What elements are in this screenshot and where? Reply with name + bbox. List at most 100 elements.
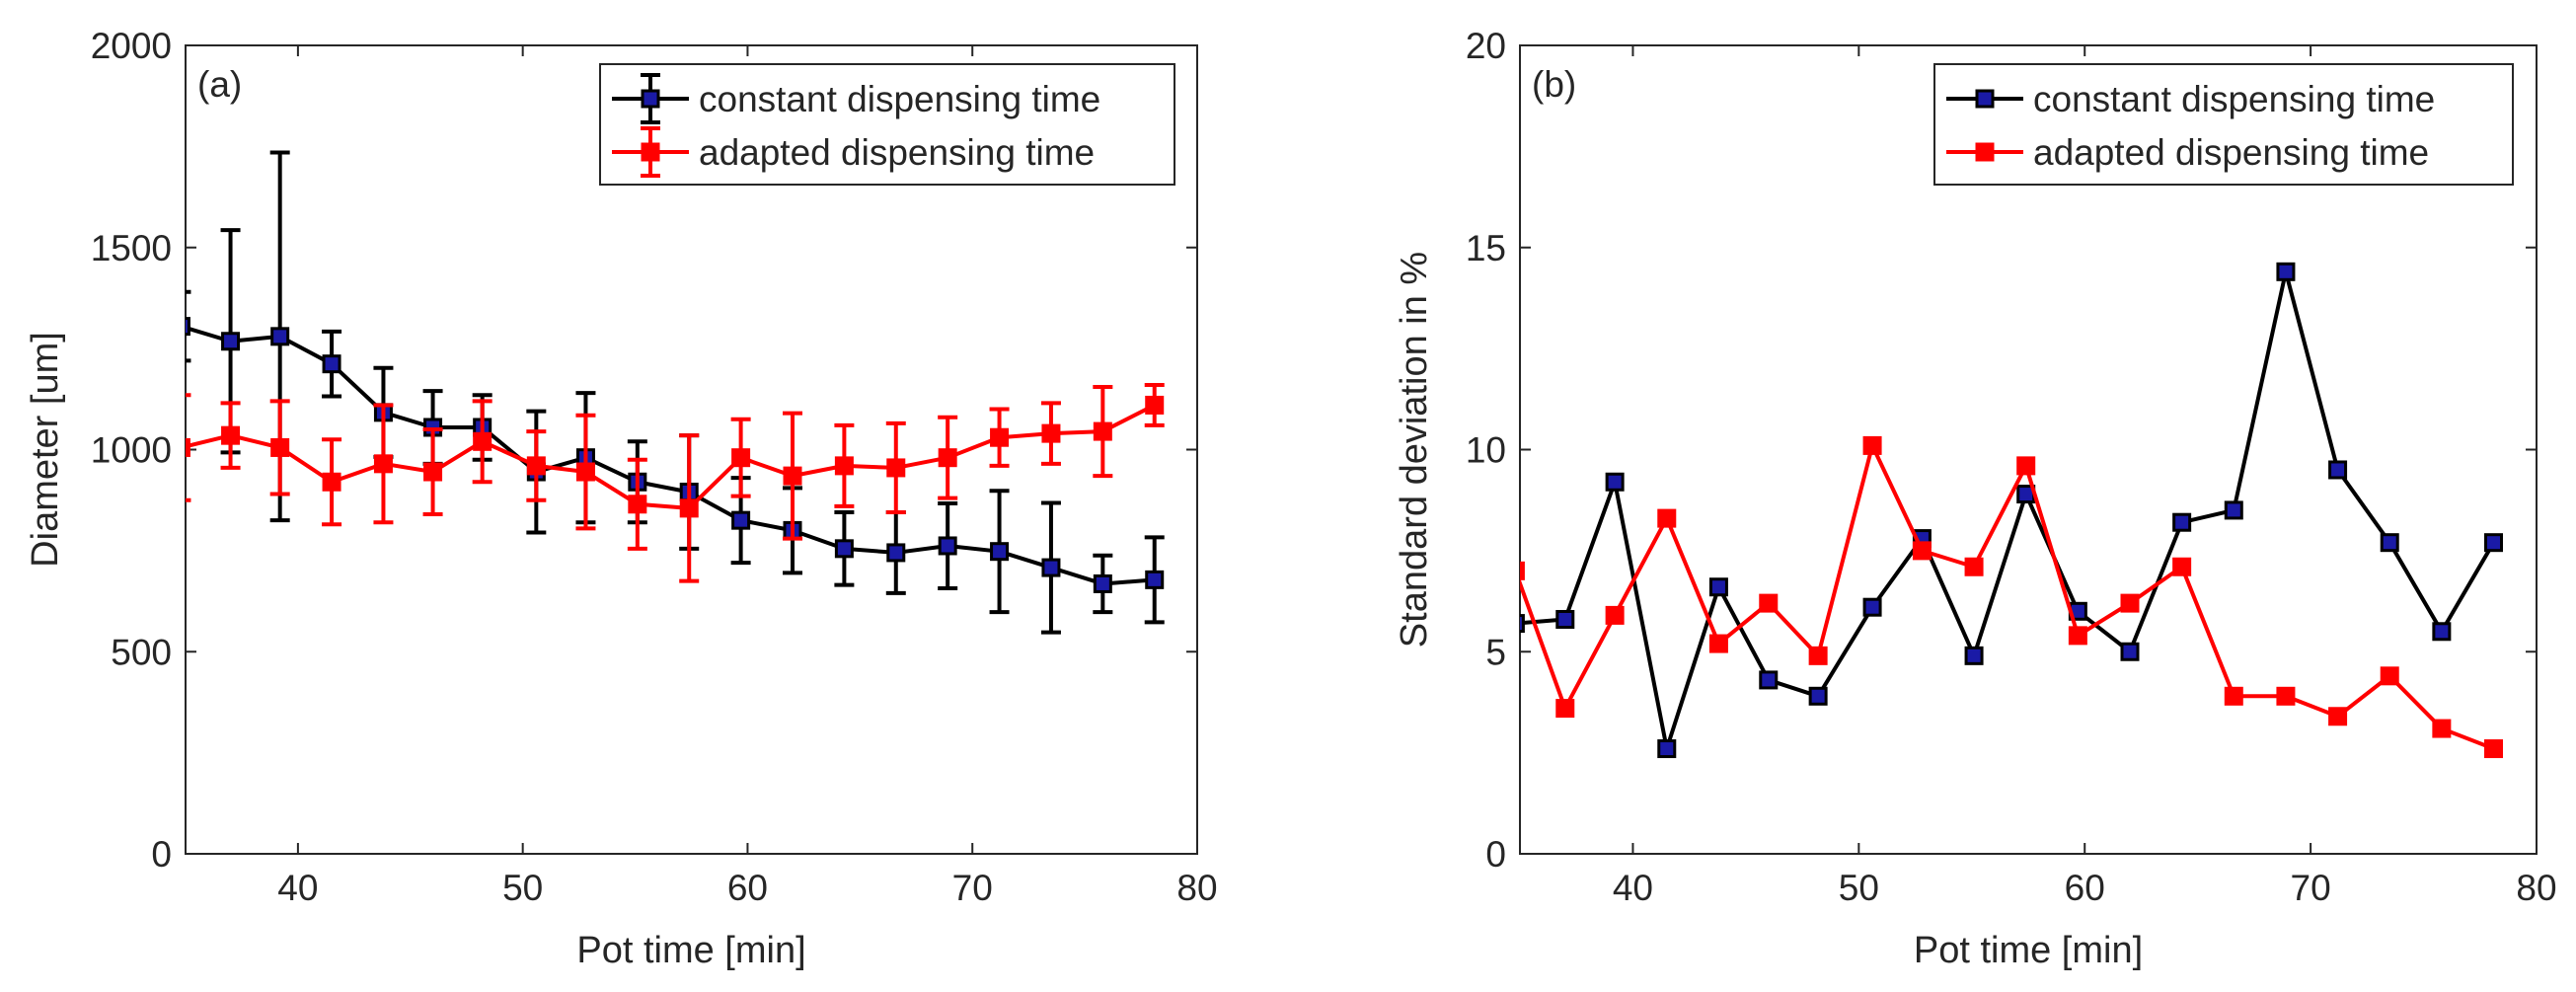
series-line: [1520, 269, 2496, 751]
data-point: [1555, 699, 1575, 719]
data-point: [990, 427, 1010, 447]
data-point: [834, 456, 854, 476]
data-point: [2172, 557, 2192, 576]
data-point: [834, 539, 854, 559]
data-point: [731, 510, 751, 530]
y-tick-label: 15: [1466, 228, 1506, 268]
x-tick-label: 70: [952, 868, 993, 908]
panel-label: (b): [1532, 64, 1576, 105]
legend: constant dispensing time adapted dispensi…: [599, 63, 1175, 186]
legend-label: constant dispensing time: [699, 79, 1100, 119]
data-point: [1605, 472, 1625, 492]
data-point: [783, 466, 802, 486]
panel-b: 40 50 60 70 80 0 5 10 15 20 Pot time [min] Standard…: [1394, 26, 2557, 971]
data-point: [2380, 533, 2399, 553]
legend-marker: [641, 89, 660, 109]
data-point: [2380, 666, 2399, 686]
data-point: [1093, 573, 1112, 593]
data-layer: [1520, 262, 2504, 759]
legend-item-adapted: adapted dispensing time: [1946, 132, 2429, 173]
data-point: [221, 425, 241, 445]
series-adapted: [186, 382, 1165, 583]
data-point: [2172, 512, 2192, 532]
data-point: [1808, 686, 1828, 706]
data-point: [2432, 719, 2452, 738]
data-point: [1145, 395, 1165, 415]
y-axis-title: Standard deviation in %: [1394, 252, 1435, 648]
x-axis-title: Pot time [min]: [1914, 930, 2143, 971]
x-tick-label: 40: [1613, 868, 1653, 908]
data-point: [2224, 500, 2243, 520]
data-point: [1708, 577, 1728, 597]
legend-marker: [641, 142, 660, 162]
legend-marker: [1975, 89, 1995, 109]
y-tick-label: 1500: [91, 228, 172, 268]
data-point: [1657, 508, 1677, 528]
legend-label: adapted dispensing time: [2033, 132, 2429, 173]
x-tick-label: 40: [277, 868, 318, 908]
data-point: [373, 454, 393, 474]
data-point: [1093, 421, 1112, 441]
data-point: [886, 543, 906, 563]
data-point: [679, 498, 699, 518]
data-point: [186, 317, 190, 337]
x-tick-label: 70: [2291, 868, 2331, 908]
y-tick-label: 10: [1466, 430, 1506, 471]
data-point: [2328, 707, 2348, 726]
x-tick-label: 50: [502, 868, 543, 908]
legend-marker: [1975, 142, 1995, 162]
data-point: [938, 448, 957, 468]
data-point: [575, 462, 595, 482]
data-point: [1041, 423, 1061, 443]
data-point: [1605, 605, 1625, 625]
data-point: [526, 456, 546, 476]
x-tick-label: 50: [1839, 868, 1879, 908]
data-point: [2016, 456, 2036, 476]
y-tick-label: 2000: [91, 26, 172, 66]
data-point: [221, 332, 241, 351]
data-point: [2432, 622, 2452, 642]
data-point: [938, 536, 957, 556]
x-tick-label: 80: [2516, 868, 2556, 908]
y-tick-label: 20: [1466, 26, 1506, 66]
y-tick-label: 0: [1485, 834, 1506, 875]
data-point: [990, 542, 1010, 562]
x-tick-label: 80: [1176, 868, 1217, 908]
data-point: [2120, 642, 2140, 661]
data-layer: [186, 150, 1165, 635]
legend-box: [599, 63, 1175, 186]
y-tick-label: 1000: [91, 430, 172, 471]
data-point: [1964, 557, 1984, 576]
y-tick-label: 5: [1485, 632, 1506, 672]
data-point: [1759, 593, 1779, 613]
series-adapted: [1520, 435, 2504, 759]
data-point: [1759, 670, 1779, 690]
data-point: [1657, 739, 1677, 759]
x-tick-label: 60: [2065, 868, 2105, 908]
data-point: [1520, 561, 1525, 580]
data-point: [1912, 541, 1932, 561]
legend-item-adapted: adapted dispensing time: [612, 126, 1095, 178]
data-point: [2328, 460, 2348, 480]
data-point: [186, 437, 190, 457]
data-point: [1862, 435, 1882, 455]
panel-label: (a): [197, 64, 242, 105]
data-point: [473, 431, 492, 451]
data-point: [322, 354, 341, 374]
data-point: [2276, 686, 2296, 706]
data-point: [2484, 739, 2504, 759]
data-point: [2120, 593, 2140, 613]
legend-label: adapted dispensing time: [699, 132, 1095, 173]
series-constant: [1520, 262, 2504, 759]
legend-item-constant: constant dispensing time: [1946, 79, 2435, 119]
legend-item-constant: constant dispensing time: [612, 73, 1100, 124]
y-tick-label: 500: [111, 632, 172, 672]
data-point: [1708, 634, 1728, 653]
data-point: [2068, 626, 2087, 646]
data-point: [1555, 609, 1575, 629]
y-axis-title: Diameter [um]: [25, 332, 66, 568]
data-point: [1964, 646, 1984, 665]
x-tick-label: 60: [727, 868, 768, 908]
data-point: [886, 458, 906, 478]
